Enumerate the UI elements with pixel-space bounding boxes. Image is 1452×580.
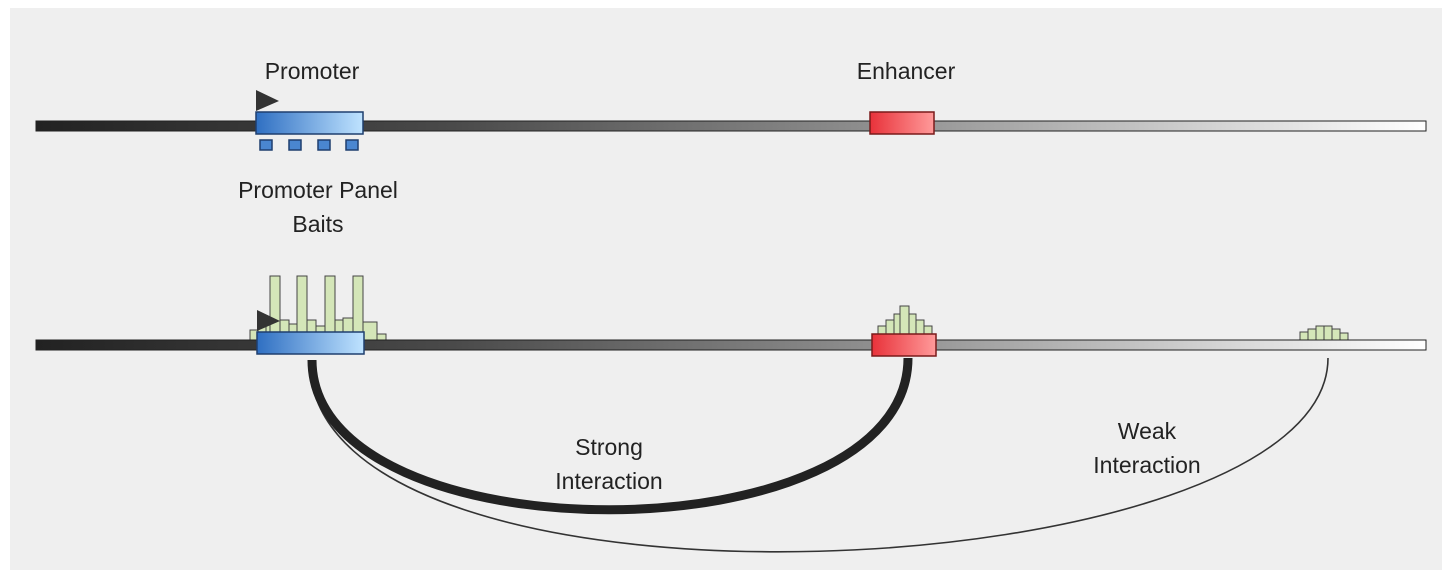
bait-block bbox=[317, 139, 331, 151]
bottom-track: Strong Interaction Weak Interaction bbox=[35, 275, 1427, 553]
promoter-box bbox=[255, 111, 364, 135]
weak-interaction-label-line2: Interaction bbox=[1093, 452, 1200, 478]
weak-interaction-label-line1: Weak bbox=[1118, 418, 1177, 444]
promoter-label: Promoter bbox=[265, 58, 360, 84]
weak-interaction-arc bbox=[309, 357, 1329, 553]
panel-background bbox=[10, 8, 1442, 570]
baits-label-line1: Promoter Panel bbox=[238, 177, 398, 203]
top-chromosome bbox=[35, 120, 1427, 132]
tss-arrow-icon bbox=[256, 90, 279, 111]
bottom-chromosome bbox=[35, 339, 1427, 351]
strong-interaction-label-line2: Interaction bbox=[555, 468, 662, 494]
strong-interaction-arc bbox=[307, 357, 913, 515]
bait-block bbox=[345, 139, 359, 151]
promoter-bait-blocks bbox=[259, 139, 359, 151]
bait-block bbox=[259, 139, 273, 151]
strong-interaction-label-line1: Strong bbox=[575, 434, 643, 460]
enhancer-label: Enhancer bbox=[857, 58, 956, 84]
baits-label-line2: Baits bbox=[292, 211, 343, 237]
enhancer-box bbox=[869, 111, 935, 135]
top-track: Promoter Enhancer Promoter Panel Baits bbox=[35, 58, 1427, 237]
enhancer-box-bottom bbox=[871, 333, 937, 357]
promoter-box-bottom bbox=[256, 331, 365, 355]
tss-arrow-icon bbox=[257, 310, 280, 331]
bait-block bbox=[288, 139, 302, 151]
